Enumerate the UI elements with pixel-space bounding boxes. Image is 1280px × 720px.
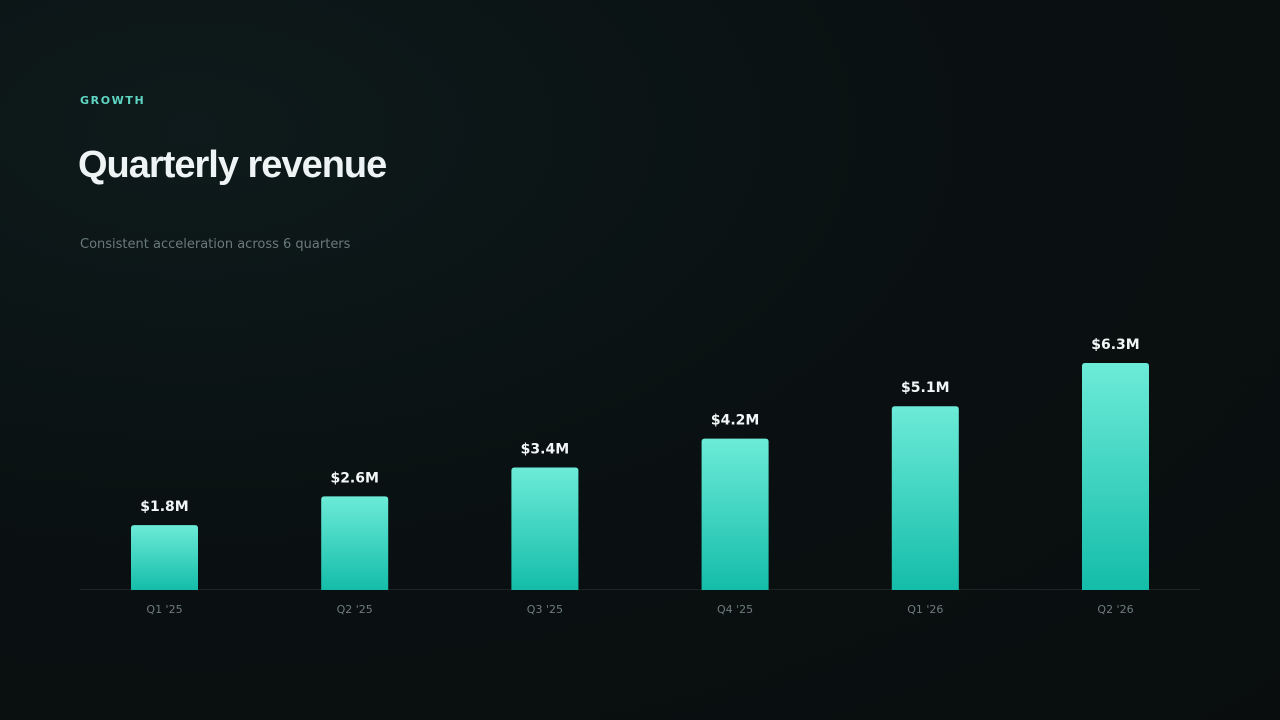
- bar-value-label: $5.1M: [901, 380, 949, 396]
- bar-value-label: $2.6M: [330, 470, 378, 486]
- bar: [701, 438, 769, 590]
- bar-value-label: $3.4M: [521, 441, 569, 457]
- bar-value-label: $4.2M: [711, 413, 759, 429]
- bar-value-label: $6.3M: [1091, 337, 1139, 353]
- x-tick-label: Q1 '26: [907, 603, 943, 616]
- section-eyebrow: GROWTH: [80, 94, 146, 107]
- bar: [131, 525, 198, 590]
- value-label-group: $1.8M $2.6M $3.4M $4.2M $5.1M $6.3M: [140, 337, 1139, 515]
- x-tick-label: Q3 '25: [527, 603, 563, 616]
- x-tick-label: Q4 '25: [717, 603, 753, 616]
- bar-group: [131, 363, 1149, 590]
- x-tick-label-group: Q1 '25 Q2 '25 Q3 '25 Q4 '25 Q1 '26 Q2 '26: [146, 603, 1133, 616]
- x-tick-label: Q2 '26: [1097, 603, 1133, 616]
- bar: [891, 406, 959, 590]
- bar: [321, 496, 389, 590]
- page-subtitle: Consistent acceleration across 6 quarter…: [80, 237, 351, 252]
- bar: [511, 467, 579, 590]
- x-tick-label: Q2 '25: [337, 603, 373, 616]
- bar: [1082, 363, 1149, 590]
- x-tick-label: Q1 '25: [146, 603, 182, 616]
- bar-value-label: $1.8M: [140, 499, 188, 515]
- page-title: Quarterly revenue: [78, 144, 387, 186]
